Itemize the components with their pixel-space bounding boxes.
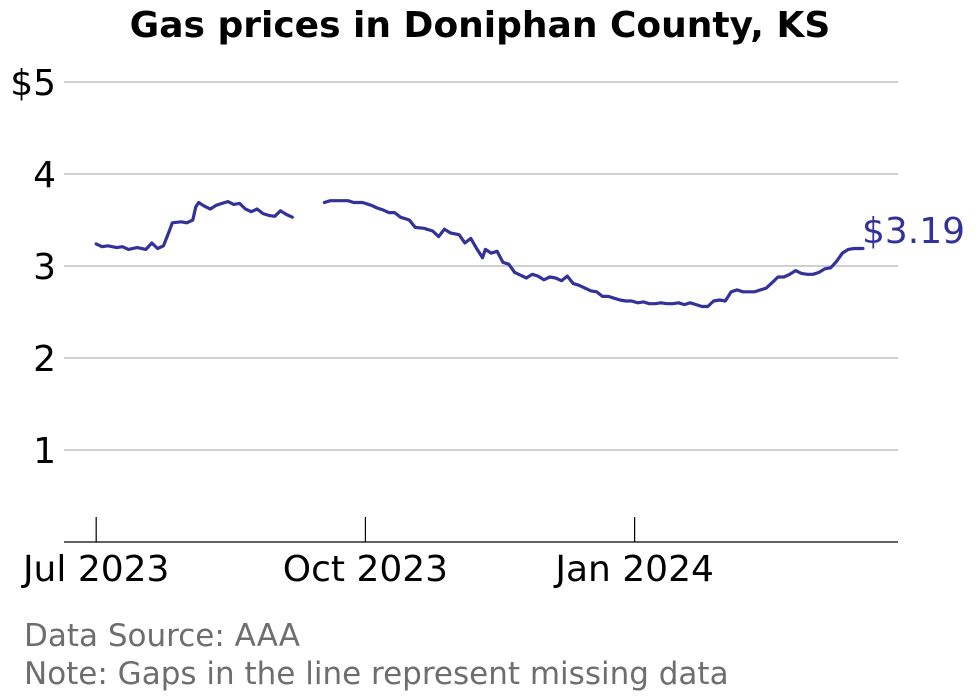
price-series-line [322, 199, 865, 309]
x-axis-ticks: Jul 2023 Oct 2023 Jan 2024 [21, 517, 714, 590]
x-tick-label: Jan 2024 [553, 549, 714, 590]
y-tick-label: 2 [33, 339, 56, 380]
latest-price-label: $3.19 [862, 211, 965, 252]
y-tick-label: 1 [33, 431, 56, 472]
y-tick-label: 4 [33, 155, 56, 196]
x-tick-label: Oct 2023 [283, 549, 448, 590]
chart-title: Gas prices in Doniphan County, KS [130, 5, 831, 46]
data-source-note: Data Source: AAA [24, 618, 300, 654]
price-series-line [94, 200, 294, 251]
y-tick-label: 3 [33, 247, 56, 288]
y-axis-ticks: 1 2 3 4 $5 [10, 63, 56, 472]
y-tick-label: $5 [10, 63, 56, 104]
missing-data-note: Note: Gaps in the line represent missing… [24, 656, 729, 692]
x-tick-label: Jul 2023 [21, 549, 170, 590]
grid-layer [64, 81, 898, 451]
price-line-layer [94, 199, 865, 309]
